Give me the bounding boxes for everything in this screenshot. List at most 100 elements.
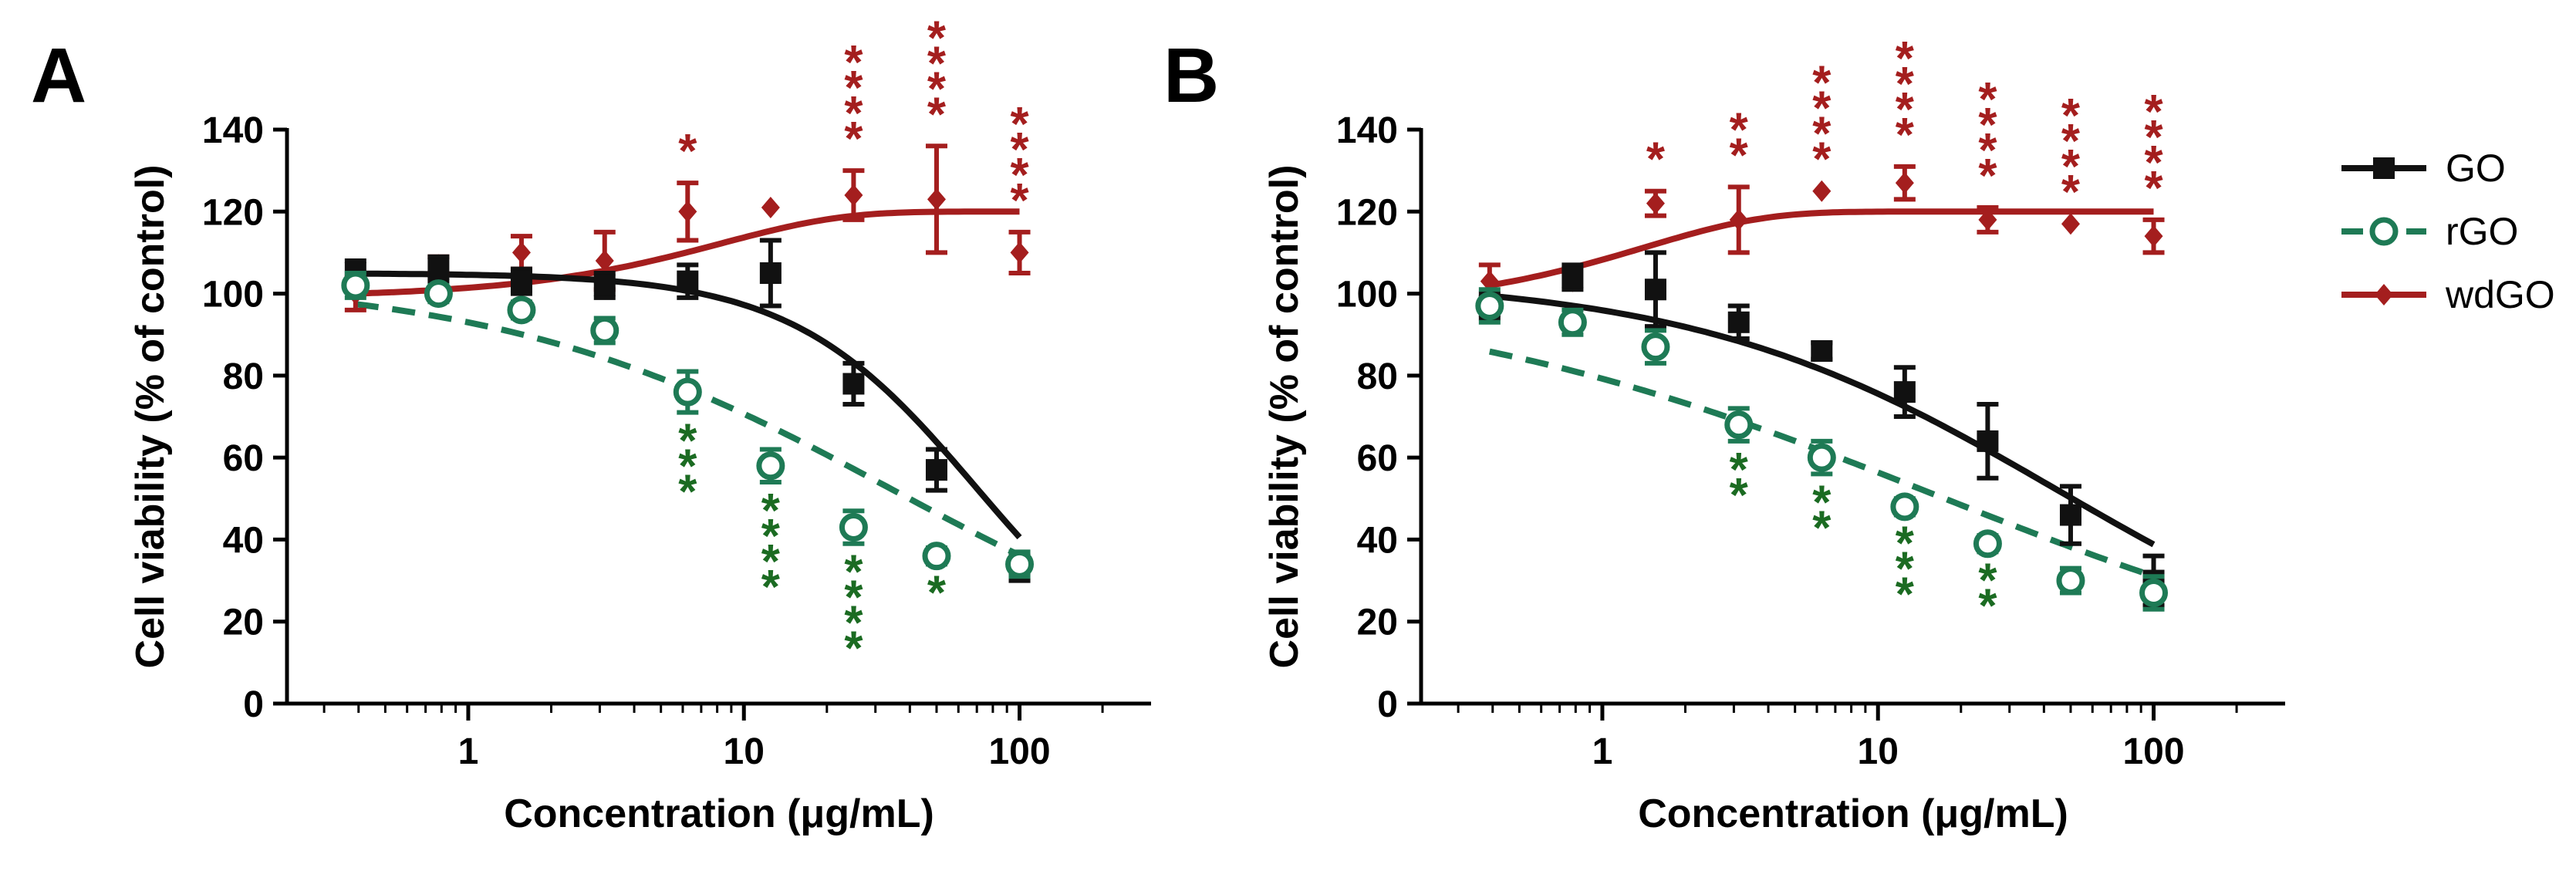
panel-b-rgo-significance-label: *** (1896, 518, 1915, 622)
panel-a-wdgo-point (927, 188, 946, 211)
panel-a-wdgo-fit-line (355, 208, 1020, 297)
chart-panel-a: 0 20 40 60 80 100 120 140 1 10 100 Concentration (μ… (128, 12, 1151, 836)
panel-b-rgo-point (1641, 332, 1670, 362)
panel-b-y-tick-label: 60 (1357, 438, 1398, 479)
panel-b-wdgo-point (1978, 208, 1997, 231)
panel-a-y-tick-label: 100 (202, 275, 264, 316)
panel-b-go-point (1727, 311, 1750, 333)
panel-b-x-axis-title: Concentration (μg/mL) (1638, 792, 2068, 836)
panel-a-rgo-point (341, 271, 370, 300)
panel-a-go-point (677, 270, 699, 292)
panel-b-wdgo-point (1729, 208, 1748, 231)
panel-b-go-point (1811, 339, 1833, 362)
legend-marker-rgo (2369, 217, 2399, 246)
panel-b-go-point (1977, 430, 1999, 452)
panel-a-y-tick-label: 120 (202, 192, 264, 233)
panel-a-rgo-point (756, 451, 785, 481)
panel-a-x-tick-label: 10 (724, 731, 765, 772)
panel-label-b: B (1163, 32, 1219, 119)
panel-b-y-tick-label: 80 (1357, 356, 1398, 397)
panel-a-x-tick-label: 100 (988, 731, 1050, 772)
panel-a-y-axis-title: Cell viability (% of control) (128, 165, 173, 669)
panel-a-y-tick-label: 140 (202, 110, 264, 151)
panel-a-y-tick-label: 60 (223, 438, 264, 479)
panel-a-rgo-significance-label: **** (761, 484, 781, 614)
legend-label-go: GO (2446, 147, 2506, 190)
panel-a-go-point (759, 262, 782, 284)
panel-b-y-tick-label: 40 (1357, 520, 1398, 561)
panel-a-wdgo-significance-label: * (678, 125, 697, 178)
panel-a-rgo-point (673, 377, 702, 407)
panel-b-go-point (1561, 266, 1584, 289)
panel-b-wdgo-significance-label: ** (1730, 103, 1749, 182)
panel-a-rgo-point (922, 542, 951, 571)
legend-marker-go (2373, 157, 2395, 179)
panel-a-x-axis-title: Concentration (μg/mL) (504, 792, 934, 836)
panel-a-go-point (925, 459, 947, 481)
legend-label-rgo: rGO (2446, 210, 2518, 253)
panel-b-wdgo-point (1480, 270, 1499, 292)
panel-b-rgo-significance-label: ** (1730, 444, 1749, 522)
panel-a-rgo-significance-label: * (927, 566, 947, 619)
panel-b-y-tick-label: 120 (1336, 192, 1398, 233)
panel-b-wdgo-significance-label: * (1646, 133, 1666, 187)
panel-b-rgo-point (1475, 292, 1504, 321)
panel-a-wdgo-point (678, 201, 697, 223)
panel-b-x-tick-label: 10 (1858, 731, 1899, 772)
panel-b-wdgo-significance-label: **** (2061, 89, 2081, 219)
panel-b-go-point (2059, 504, 2081, 526)
panel-a-go-point (593, 274, 616, 296)
panel-b-rgo-significance-label: ** (1978, 554, 1997, 633)
panel-a-y-tick-label: 20 (223, 603, 264, 643)
panel-b-go-fit-line (1489, 292, 2156, 548)
panel-b-rgo-point (2056, 566, 2085, 596)
panel-b-wdgo-point (1646, 192, 1665, 214)
panel-a-wdgo-significance-label: **** (1010, 98, 1029, 228)
panel-b-wdgo-fit-line (1489, 208, 2154, 289)
panel-a-rgo-point (507, 295, 536, 325)
panel-b-rgo-point (1558, 308, 1587, 337)
panel-b-y-axis-title: Cell viability (% of control) (1262, 165, 1307, 669)
panel-a-rgo-point (424, 279, 453, 309)
panel-b-x-tick-label: 100 (2122, 731, 2184, 772)
panel-b-y-tick-label: 140 (1336, 110, 1398, 151)
panel-a-go-point (427, 258, 450, 280)
panel-a-x-tick-label: 1 (458, 731, 479, 772)
panel-b-wdgo-point (1812, 180, 1832, 202)
panel-b-wdgo-significance-label: **** (1978, 73, 1997, 203)
panel-b-wdgo-significance-label: **** (2144, 86, 2163, 215)
panel-a-rgo-point (1005, 549, 1035, 579)
panel-a-rgo-significance-label: **** (844, 546, 863, 676)
panel-a-rgo-point (590, 316, 620, 345)
panel-a-go-point (842, 373, 865, 395)
panel-a-wdgo-point (511, 241, 531, 264)
panel-a-wdgo-significance-label: **** (927, 12, 947, 141)
panel-b-wdgo-significance-label: **** (1812, 57, 1832, 187)
panel-b-rgo-point (1890, 492, 1919, 522)
panel-b-rgo-point (1973, 529, 2002, 559)
panel-b-y-tick-label: 0 (1377, 684, 1398, 725)
panel-b-rgo-point (1724, 410, 1754, 440)
panel-a-y-tick-label: 40 (223, 520, 264, 561)
legend-label-wdgo: wdGO (2445, 273, 2555, 316)
panel-b-go-point (1644, 278, 1666, 301)
panel-a-go-point (510, 270, 532, 292)
panel-label-a: A (31, 32, 86, 119)
legend-marker-wdgo (2375, 284, 2393, 305)
panel-b-wdgo-point (1895, 172, 1914, 194)
panel-a-rgo-point (839, 512, 868, 542)
panel-a-y-tick-label: 80 (223, 356, 264, 397)
panel-a-wdgo-point (1010, 241, 1029, 264)
panel-b-wdgo-point (2144, 225, 2163, 248)
chart-panel-b: 0 20 40 60 80 100 120 140 1 10 100 Concentration (μ… (1262, 32, 2285, 836)
panel-b-rgo-point (1807, 443, 1836, 472)
panel-a-wdgo-point (595, 250, 614, 272)
panel-b-go-point (1893, 381, 1916, 403)
legend: GO rGO wdGO (2341, 147, 2555, 316)
panel-a-rgo-significance-label: *** (678, 415, 697, 519)
panel-b-rgo-significance-label: ** (1812, 476, 1832, 555)
panel-b-wdgo-point (2061, 213, 2080, 235)
panel-a-wdgo-point (844, 184, 863, 207)
panel-a-y-tick-label: 0 (243, 684, 264, 725)
